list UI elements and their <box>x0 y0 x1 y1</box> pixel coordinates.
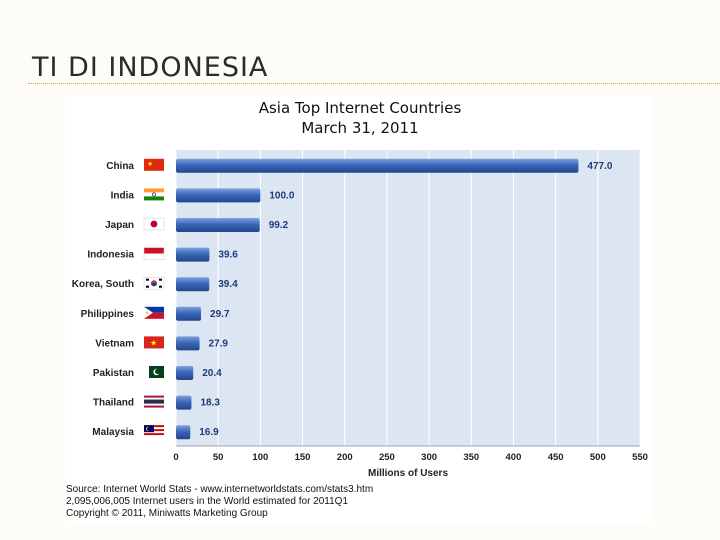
category-label: Malaysia <box>92 427 134 438</box>
bar-value-label: 99.2 <box>269 220 289 231</box>
bar-value-label: 39.4 <box>218 279 238 290</box>
category-label: Pakistan <box>93 368 134 379</box>
indonesia-flag-icon <box>143 247 165 260</box>
bar-value-label: 39.6 <box>218 250 238 261</box>
category-label: Indonesia <box>87 250 134 261</box>
bar-philippines <box>176 306 202 321</box>
category-label: Thailand <box>93 398 134 409</box>
bar-korea-south <box>176 277 210 292</box>
chart-subtitle: March 31, 2011 <box>301 119 418 137</box>
bar-value-label: 20.4 <box>202 368 222 379</box>
india-flag-icon <box>144 188 164 201</box>
x-tick-label: 450 <box>548 452 564 463</box>
category-label: Philippines <box>81 309 135 320</box>
x-tick-label: 50 <box>213 452 224 463</box>
x-tick-label: 300 <box>421 452 437 463</box>
vietnam-flag-icon: ★ <box>144 336 164 349</box>
source-line: Source: Internet World Stats - www.inter… <box>66 484 374 495</box>
x-tick-label: 550 <box>632 452 648 463</box>
category-label: China <box>106 161 134 172</box>
category-label: Vietnam <box>95 338 134 349</box>
x-tick-label: 350 <box>463 452 479 463</box>
bar-value-label: 477.0 <box>587 161 612 172</box>
bar-india <box>176 188 261 203</box>
bar-value-label: 29.7 <box>210 309 230 320</box>
bar-thailand <box>176 395 192 410</box>
bar-vietnam <box>176 336 200 351</box>
x-tick-label: 400 <box>506 452 522 463</box>
svg-text:★: ★ <box>150 338 157 347</box>
china-flag-icon: ★ <box>144 158 164 171</box>
category-label: Korea, South <box>72 279 134 290</box>
x-tick-label: 250 <box>379 452 395 463</box>
title-divider <box>28 83 720 84</box>
category-label: India <box>111 190 135 201</box>
chart-title: Asia Top Internet Countries <box>259 99 462 117</box>
x-tick-label: 500 <box>590 452 606 463</box>
pakistan-flag-icon <box>144 366 164 378</box>
bar-chart: Asia Top Internet Countries March 31, 20… <box>72 99 648 479</box>
bar-malaysia <box>176 425 191 440</box>
x-axis-title: Millions of Users <box>368 468 448 479</box>
x-tick-label: 200 <box>337 452 353 463</box>
slide-title: TI DI INDONESIA <box>32 52 269 83</box>
copyright-line: Copyright © 2011, Miniwatts Marketing Gr… <box>66 508 268 519</box>
x-tick-label: 150 <box>295 452 311 463</box>
bar-value-label: 16.9 <box>199 427 219 438</box>
chart-frame: Asia Top Internet Countries March 31, 20… <box>65 96 654 522</box>
philippines-flag-icon <box>144 306 164 319</box>
bar-value-label: 27.9 <box>209 338 229 349</box>
x-tick-label: 100 <box>252 452 268 463</box>
thailand-flag-icon <box>144 395 164 408</box>
bar-china <box>176 158 579 173</box>
bar-pakistan <box>176 366 194 380</box>
category-label: Japan <box>105 220 134 231</box>
users-estimate-line: 2,095,006,005 Internet users in the Worl… <box>66 496 349 507</box>
korea-flag-icon <box>143 276 165 290</box>
bar-value-label: 18.3 <box>200 398 220 409</box>
malaysia-flag-icon <box>144 425 164 438</box>
bar-japan <box>176 218 260 232</box>
bar-indonesia <box>176 247 210 262</box>
japan-flag-icon <box>143 217 165 231</box>
svg-text:★: ★ <box>147 160 153 168</box>
x-tick-label: 0 <box>173 452 178 463</box>
bar-value-label: 100.0 <box>269 190 294 201</box>
